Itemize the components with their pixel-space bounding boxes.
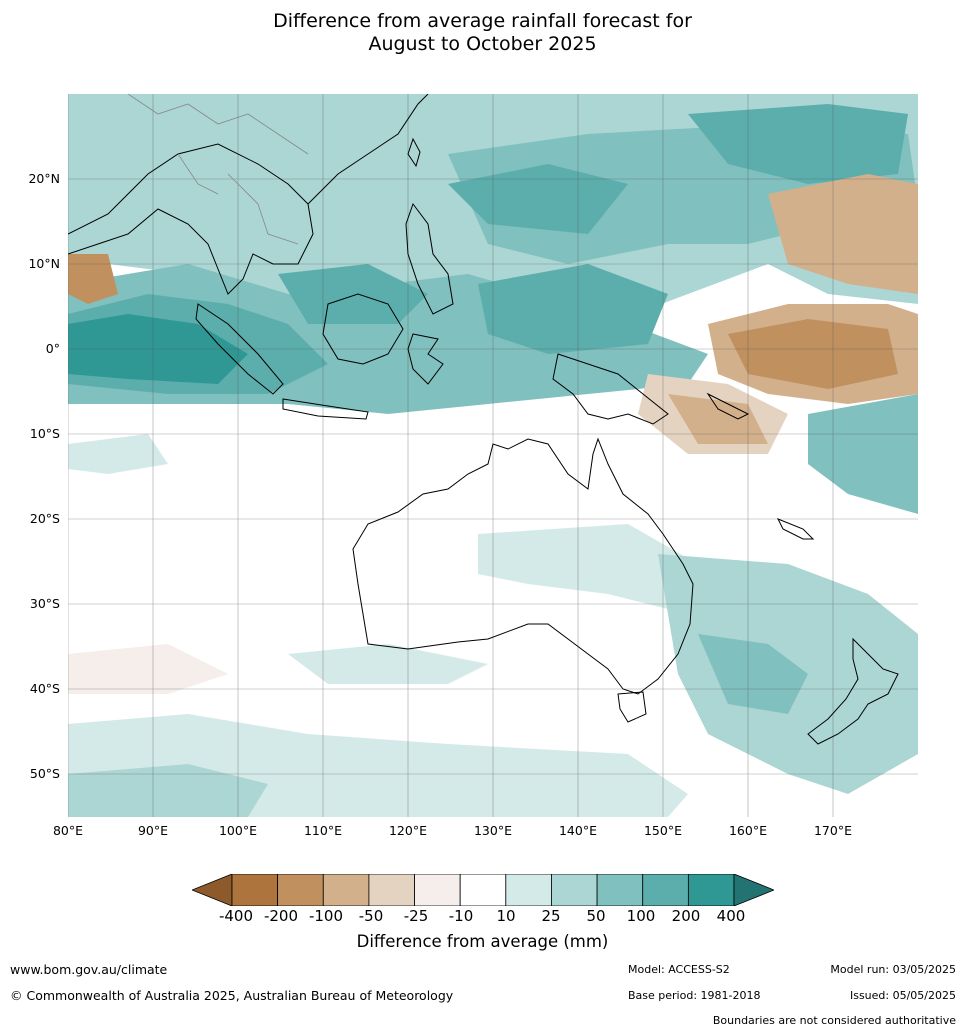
colorbar-extend-low bbox=[192, 874, 233, 906]
philippines-coast bbox=[405, 202, 454, 315]
colorbar-tick: 50 bbox=[586, 907, 606, 925]
java-coast bbox=[282, 398, 369, 420]
field-brown-west bbox=[68, 254, 118, 304]
colorbar-segment bbox=[596, 874, 644, 906]
colorbar-tick: -100 bbox=[308, 907, 344, 925]
border-1 bbox=[127, 94, 309, 155]
coastlines bbox=[68, 94, 899, 745]
colorbar-tick: -400 bbox=[218, 907, 254, 925]
sumatra-coast bbox=[195, 303, 284, 395]
colorbar-tick: -25 bbox=[403, 907, 429, 925]
lat-label: 20°S bbox=[29, 511, 60, 526]
new-zealand-coast bbox=[807, 637, 899, 745]
boundaries-note: Boundaries are not considered authoritat… bbox=[712, 1014, 956, 1027]
field-equator-4 bbox=[478, 264, 668, 354]
field-southern-ocean-2 bbox=[68, 764, 268, 817]
mainland-asia-coast bbox=[68, 143, 314, 295]
field-north-3 bbox=[688, 104, 908, 184]
title-line-1: Difference from average rainfall forecas… bbox=[273, 10, 692, 32]
colorbar-segment bbox=[414, 874, 461, 906]
solomon-coast bbox=[706, 392, 750, 420]
field-indian-mid bbox=[68, 434, 168, 474]
border-2 bbox=[227, 173, 299, 245]
field-brown-pacific-2 bbox=[728, 319, 898, 389]
website-link[interactable]: www.bom.gov.au/climate bbox=[10, 962, 168, 977]
lon-label: 140°E bbox=[558, 823, 597, 838]
border-3 bbox=[177, 153, 219, 195]
lat-label: 20°N bbox=[28, 171, 60, 186]
colorbar-tick: -50 bbox=[358, 907, 384, 925]
new-guinea-coast bbox=[552, 353, 669, 425]
colorbar-segment bbox=[551, 874, 598, 906]
colorbar-tick: 100 bbox=[626, 907, 656, 925]
rainfall-map bbox=[68, 94, 918, 817]
colorbar bbox=[192, 874, 774, 906]
sulawesi-coast bbox=[407, 333, 444, 385]
map-svg bbox=[68, 94, 918, 817]
field-east-pacific bbox=[808, 394, 918, 514]
field-tasman-2 bbox=[698, 634, 808, 714]
colorbar-segment bbox=[368, 874, 415, 906]
lat-label: 10°S bbox=[29, 426, 60, 441]
colorbar-title: Difference from average (mm) bbox=[356, 932, 609, 951]
field-south-indian bbox=[288, 644, 488, 684]
model-run-text: Model run: 03/05/2025 bbox=[830, 963, 956, 976]
lon-label: 110°E bbox=[303, 823, 342, 838]
colorbar-tick: -10 bbox=[448, 907, 474, 925]
lon-label: 150°E bbox=[643, 823, 682, 838]
chart-title: Difference from average rainfall forecas… bbox=[0, 10, 965, 56]
lon-label: 90°E bbox=[137, 823, 169, 838]
colorbar-extend-high bbox=[733, 874, 774, 906]
lat-label: 0° bbox=[45, 341, 60, 356]
tasmania-coast bbox=[617, 691, 647, 723]
colorbar-tick: 25 bbox=[541, 907, 561, 925]
new-caledonia-coast bbox=[776, 518, 815, 540]
colorbar-segment bbox=[642, 874, 689, 906]
graticule bbox=[68, 94, 918, 817]
colorbar-segment bbox=[322, 874, 370, 906]
colorbar-segment bbox=[687, 874, 735, 906]
colorbar-tick: -200 bbox=[263, 907, 299, 925]
colorbar-segment bbox=[231, 874, 279, 906]
field-brown-png-2 bbox=[668, 394, 768, 444]
taiwan-coast bbox=[407, 137, 421, 168]
lon-label: 100°E bbox=[218, 823, 257, 838]
borders bbox=[127, 94, 309, 245]
lon-label: 160°E bbox=[728, 823, 767, 838]
china-coast bbox=[307, 94, 429, 205]
lon-label: 130°E bbox=[473, 823, 512, 838]
colorbar-segment bbox=[459, 874, 507, 906]
field-aus-south bbox=[478, 524, 698, 614]
lat-label: 40°S bbox=[29, 681, 60, 696]
lat-label: 50°S bbox=[29, 766, 60, 781]
lat-label: 30°S bbox=[29, 596, 60, 611]
colorbar-segment bbox=[277, 874, 324, 906]
copyright-text: © Commonwealth of Australia 2025, Austra… bbox=[10, 988, 454, 1003]
model-text: Model: ACCESS-S2 bbox=[628, 963, 730, 976]
lat-label: 10°N bbox=[28, 256, 60, 271]
issued-text: Issued: 05/05/2025 bbox=[849, 989, 956, 1002]
australia-coast bbox=[352, 437, 694, 695]
colorbar-tick: 400 bbox=[716, 907, 746, 925]
colorbar-segment bbox=[505, 874, 552, 906]
lon-label: 120°E bbox=[388, 823, 427, 838]
lon-label: 80°E bbox=[52, 823, 84, 838]
base-period-text: Base period: 1981-2018 bbox=[628, 989, 761, 1002]
borneo-coast bbox=[322, 293, 404, 365]
lon-label: 170°E bbox=[813, 823, 852, 838]
field-south-indian-brown bbox=[68, 644, 228, 694]
colorbar-tick: 200 bbox=[671, 907, 701, 925]
title-line-2: August to October 2025 bbox=[368, 33, 597, 55]
colorbar-tick: 10 bbox=[496, 907, 516, 925]
